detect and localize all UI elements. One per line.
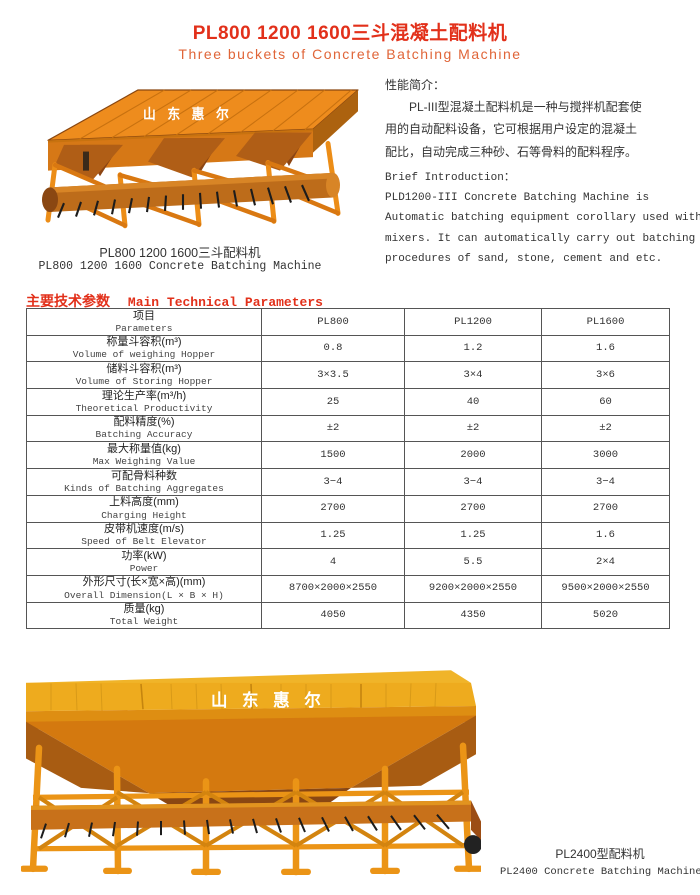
svg-text:山 东 惠 尔: 山 东 惠 尔: [211, 690, 326, 710]
svg-text:山 东 惠 尔: 山 东 惠 尔: [143, 105, 233, 122]
